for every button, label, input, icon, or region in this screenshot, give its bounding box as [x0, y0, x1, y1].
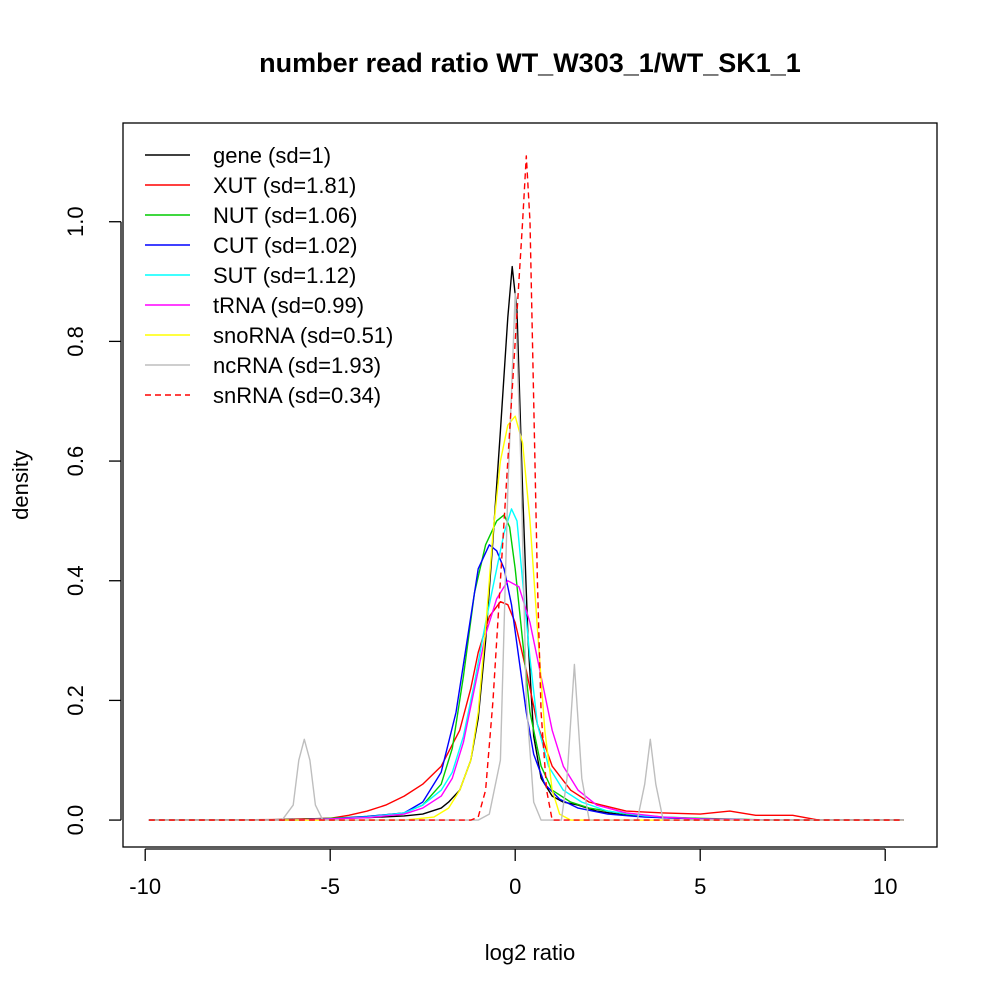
- y-tick-label: 0.6: [63, 446, 88, 477]
- legend-label: ncRNA (sd=1.93): [213, 353, 381, 378]
- series-line-6: [148, 415, 904, 821]
- series-line-1: [148, 601, 904, 821]
- legend-label: snRNA (sd=0.34): [213, 383, 381, 408]
- x-axis: -10 -5 0 5 10: [129, 848, 897, 899]
- series-line-8: [148, 155, 904, 821]
- y-axis: 0.0 0.2 0.4 0.6 0.8 1.0: [63, 206, 122, 836]
- x-tick-label: 10: [873, 874, 897, 899]
- chart-title: number read ratio WT_W303_1/WT_SK1_1: [259, 48, 801, 78]
- y-tick-label: 0.0: [63, 805, 88, 836]
- plot-frame: [122, 122, 938, 848]
- series-layer: [148, 155, 904, 821]
- series-line-4: [148, 508, 904, 821]
- series-line-5: [148, 580, 904, 821]
- y-tick-label: 0.4: [63, 565, 88, 596]
- x-axis-label: log2 ratio: [485, 940, 576, 965]
- y-tick-label: 1.0: [63, 206, 88, 237]
- series-line-7: [148, 292, 904, 821]
- y-tick-label: 0.2: [63, 685, 88, 716]
- legend-label: snoRNA (sd=0.51): [213, 323, 393, 348]
- legend-label: CUT (sd=1.02): [213, 233, 357, 258]
- legend-label: gene (sd=1): [213, 143, 331, 168]
- x-tick-label: 0: [509, 874, 521, 899]
- legend-label: tRNA (sd=0.99): [213, 293, 364, 318]
- legend-label: XUT (sd=1.81): [213, 173, 356, 198]
- legend: gene (sd=1) XUT (sd=1.81) NUT (sd=1.06) CUT…: [145, 143, 393, 408]
- legend-label: SUT (sd=1.12): [213, 263, 356, 288]
- x-tick-label: 5: [694, 874, 706, 899]
- x-tick-label: -5: [320, 874, 340, 899]
- y-tick-label: 0.8: [63, 326, 88, 357]
- y-axis-label: density: [8, 450, 33, 520]
- legend-label: NUT (sd=1.06): [213, 203, 357, 228]
- series-line-0: [148, 265, 904, 821]
- x-tick-label: -10: [129, 874, 161, 899]
